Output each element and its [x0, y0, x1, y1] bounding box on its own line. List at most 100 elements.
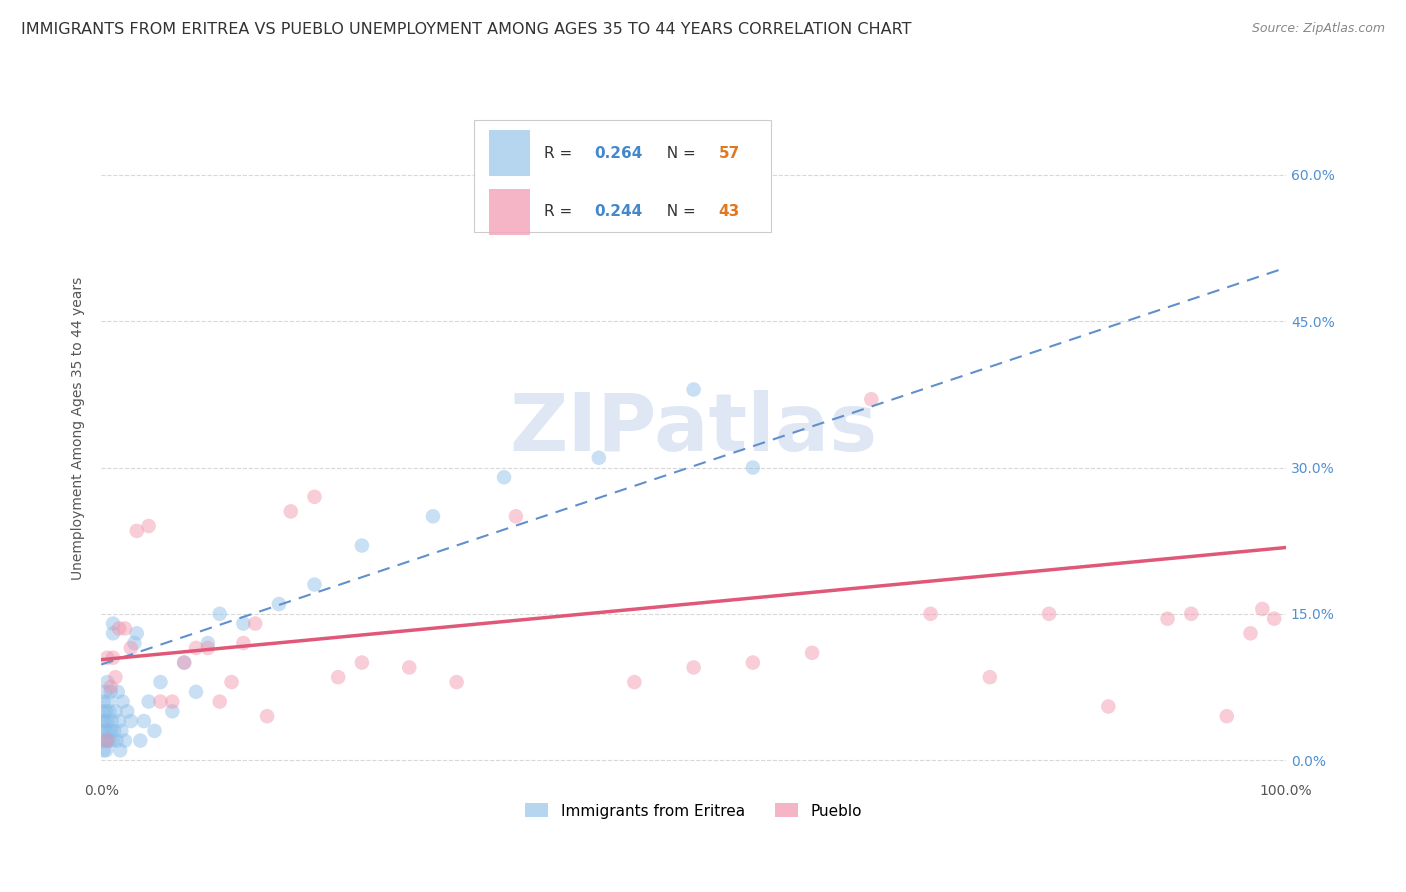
Point	[96, 733, 118, 747]
Legend: Immigrants from Eritrea, Pueblo: Immigrants from Eritrea, Pueblo	[519, 797, 868, 824]
Point	[979, 670, 1001, 684]
Point	[256, 709, 278, 723]
Point	[98, 704, 121, 718]
Point	[184, 640, 207, 655]
Point	[96, 733, 118, 747]
Point	[96, 650, 118, 665]
Point	[103, 723, 125, 738]
Text: IMMIGRANTS FROM ERITREA VS PUEBLO UNEMPLOYMENT AMONG AGES 35 TO 44 YEARS CORRELA: IMMIGRANTS FROM ERITREA VS PUEBLO UNEMPL…	[21, 22, 911, 37]
Point	[801, 646, 824, 660]
Point	[93, 695, 115, 709]
Point	[94, 704, 117, 718]
Point	[173, 656, 195, 670]
Point	[138, 695, 160, 709]
Point	[104, 704, 127, 718]
Point	[221, 675, 243, 690]
Point	[623, 675, 645, 690]
Point	[245, 616, 267, 631]
Point	[105, 733, 128, 747]
Point	[920, 607, 942, 621]
Y-axis label: Unemployment Among Ages 35 to 44 years: Unemployment Among Ages 35 to 44 years	[72, 277, 86, 580]
Point	[350, 539, 373, 553]
Point	[138, 519, 160, 533]
Point	[101, 714, 124, 728]
Point	[588, 450, 610, 465]
Point	[304, 490, 326, 504]
Point	[143, 723, 166, 738]
Point	[280, 504, 302, 518]
Text: R =: R =	[544, 204, 578, 219]
Point	[94, 685, 117, 699]
Point	[114, 622, 136, 636]
Point	[96, 675, 118, 690]
Point	[149, 695, 172, 709]
Point	[94, 723, 117, 738]
Point	[101, 626, 124, 640]
Text: 0.244: 0.244	[595, 204, 643, 219]
Point	[97, 695, 120, 709]
Text: ZIPatlas: ZIPatlas	[509, 390, 877, 467]
Point	[1038, 607, 1060, 621]
Point	[492, 470, 515, 484]
Point	[93, 743, 115, 757]
Point	[108, 714, 131, 728]
Point	[101, 733, 124, 747]
Point	[108, 743, 131, 757]
Point	[91, 733, 114, 747]
Point	[94, 743, 117, 757]
Point	[173, 656, 195, 670]
Point	[98, 733, 121, 747]
Point	[446, 675, 468, 690]
Point	[505, 509, 527, 524]
Point	[120, 714, 142, 728]
Point	[1239, 626, 1261, 640]
Point	[100, 723, 122, 738]
Point	[120, 640, 142, 655]
Text: 0.264: 0.264	[595, 145, 643, 161]
Point	[125, 524, 148, 538]
Point	[184, 685, 207, 699]
Point	[741, 460, 763, 475]
Text: N =: N =	[657, 145, 700, 161]
Point	[232, 616, 254, 631]
FancyBboxPatch shape	[489, 130, 530, 176]
Point	[208, 695, 231, 709]
Point	[125, 626, 148, 640]
Point	[100, 680, 122, 694]
Point	[129, 733, 152, 747]
Text: 57: 57	[718, 145, 740, 161]
Point	[328, 670, 350, 684]
Point	[104, 670, 127, 684]
Point	[96, 714, 118, 728]
Text: N =: N =	[657, 204, 700, 219]
Point	[197, 636, 219, 650]
Point	[108, 622, 131, 636]
Point	[94, 714, 117, 728]
Point	[422, 509, 444, 524]
Point	[564, 168, 586, 182]
Text: 43: 43	[718, 204, 740, 219]
Point	[100, 685, 122, 699]
Point	[162, 704, 184, 718]
Point	[93, 714, 115, 728]
Text: R =: R =	[544, 145, 578, 161]
Point	[398, 660, 420, 674]
Point	[208, 607, 231, 621]
Point	[149, 675, 172, 690]
Point	[1251, 602, 1274, 616]
Point	[267, 597, 290, 611]
Point	[111, 695, 134, 709]
Point	[101, 616, 124, 631]
Text: Source: ZipAtlas.com: Source: ZipAtlas.com	[1251, 22, 1385, 36]
Point	[682, 383, 704, 397]
Point	[107, 685, 129, 699]
Point	[114, 733, 136, 747]
Point	[162, 695, 184, 709]
Point	[1216, 709, 1239, 723]
Point	[197, 640, 219, 655]
Point	[1156, 612, 1178, 626]
Point	[232, 636, 254, 650]
Point	[94, 733, 117, 747]
FancyBboxPatch shape	[474, 120, 770, 232]
FancyBboxPatch shape	[489, 189, 530, 235]
